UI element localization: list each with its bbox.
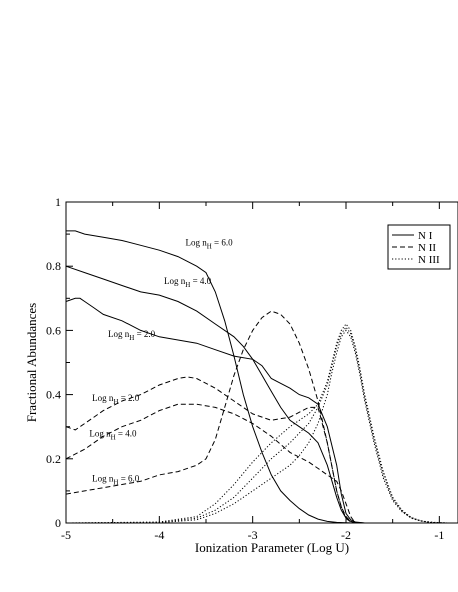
series-n-iii-6 <box>65 329 458 524</box>
y-tick-label: 0.4 <box>46 388 61 402</box>
curve-label: Log nH = 2.0 <box>92 393 140 406</box>
legend-label: N II <box>418 242 436 254</box>
x-tick-label: -2 <box>341 528 351 542</box>
series-n-ii-5 <box>65 310 356 524</box>
y-tick-label: 0 <box>55 516 61 530</box>
series-layer <box>65 230 458 524</box>
legend-label: N I <box>418 230 433 242</box>
x-axis-label: Ionization Parameter (Log U) <box>195 540 349 555</box>
series-n-i-2 <box>65 297 365 524</box>
series-n-ii-4 <box>65 403 356 524</box>
y-tick-label: 0.6 <box>46 323 61 337</box>
series-n-ii-3 <box>65 376 356 524</box>
y-tick-label: 1 <box>55 195 61 209</box>
curve-label: Log nH = 6.0 <box>92 473 140 486</box>
x-tick-label: -1 <box>434 528 444 542</box>
series-n-iii-7 <box>65 326 458 524</box>
series-n-i-0 <box>66 230 365 524</box>
y-axis-label: Fractional Abundances <box>24 303 39 423</box>
legend-box <box>387 224 451 270</box>
curve-label: Log nH = 6.0 <box>185 237 233 250</box>
x-tick-label: -4 <box>154 528 164 542</box>
series-n-i-1 <box>65 265 365 524</box>
legend-label: N III <box>418 254 440 266</box>
y-tick-label: 0.2 <box>46 452 61 466</box>
x-tick-label: -5 <box>61 528 71 542</box>
y-tick-label: 0.8 <box>46 259 61 273</box>
curve-label: Log nH = 4.0 <box>89 428 137 441</box>
annotations-layer: Log nH = 6.0 Log nH = 4.0 Log nH = 2.0 Log … <box>89 237 233 486</box>
ticks-layer: -5 -4 -3 -2 -1 0 0.2 0.4 0.6 0.8 1 <box>46 195 444 542</box>
curve-label: Log nH = 4.0 <box>164 276 212 289</box>
curve-label: Log nH = 2.0 <box>108 329 156 342</box>
x-tick-label: -3 <box>248 528 258 542</box>
legend: N IN IIN III <box>387 224 451 270</box>
series-n-iii-8 <box>65 323 458 524</box>
